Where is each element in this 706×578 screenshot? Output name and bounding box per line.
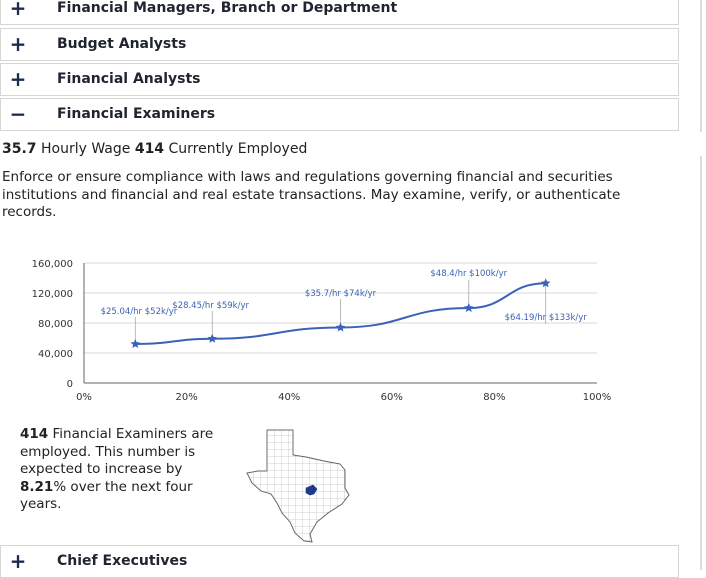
accordion-label: Financial Examiners (57, 106, 216, 122)
accordion-chief-executives[interactable]: + Chief Executives (0, 545, 679, 578)
accordion-financial-analysts[interactable]: + Financial Analysts (0, 63, 679, 96)
employed-value: 414 (134, 141, 165, 157)
y-tick-label: 120,000 (32, 289, 73, 300)
x-tick-label: 100% (583, 392, 612, 403)
panel-border (700, 156, 702, 570)
accordion-label: Financial Analysts (57, 71, 201, 87)
accordion-budget-analysts[interactable]: + Budget Analysts (0, 28, 679, 61)
texas-map (246, 429, 350, 543)
y-tick-label: 40,000 (38, 349, 73, 360)
expand-icon[interactable]: + (9, 32, 27, 56)
wage-employment-summary: 35.7 Hourly Wage 414 Currently Employed (2, 141, 307, 157)
employment-text: Financial Examiners are employed. This n… (20, 426, 214, 477)
accordion-label: Budget Analysts (57, 36, 187, 52)
data-point-star (540, 278, 551, 288)
x-tick-label: 80% (483, 392, 505, 403)
employment-count: 414 (20, 426, 49, 442)
panel-border (700, 0, 702, 132)
data-point-star (130, 339, 141, 349)
accordion-label: Financial Managers, Branch or Department (57, 0, 398, 16)
x-tick-label: 60% (381, 392, 403, 403)
collapse-icon[interactable]: − (9, 102, 27, 126)
expand-icon[interactable]: + (9, 549, 27, 573)
growth-percent: 8.21 (20, 478, 54, 495)
y-tick-label: 160,000 (32, 259, 73, 270)
county-grid (247, 430, 349, 542)
data-label: $25.04/hr $52k/yr (101, 307, 178, 317)
x-tick-label: 0% (76, 392, 92, 403)
data-label: $64.19/hr $133k/yr (505, 313, 588, 323)
accordion-financial-examiners[interactable]: − Financial Examiners (0, 98, 679, 131)
employed-label: Currently Employed (168, 141, 308, 157)
data-label: $35.7/hr $74k/yr (305, 289, 377, 299)
hourly-wage-value: 35.7 (2, 141, 37, 157)
expand-icon[interactable]: + (9, 0, 27, 20)
data-label: $48.4/hr $100k/yr (430, 269, 507, 279)
accordion-financial-managers[interactable]: + Financial Managers, Branch or Departme… (0, 0, 679, 25)
y-tick-label: 80,000 (38, 319, 73, 330)
hourly-wage-label: Hourly Wage (41, 141, 131, 157)
employment-text-end: % over the next four years. (20, 478, 193, 513)
highlighted-region (305, 484, 318, 496)
y-tick-label: 0 (67, 379, 73, 390)
wage-percentile-chart: 0 40,000 80,000 120,000 160,000 0% 20% 40% 60% 80… (32, 259, 612, 403)
occupation-description: Enforce or ensure compliance with laws a… (2, 169, 621, 220)
x-tick-label: 20% (175, 392, 197, 403)
accordion-label: Chief Executives (57, 553, 188, 569)
data-point-star (335, 322, 346, 332)
data-label: $28.45/hr $59k/yr (172, 301, 249, 311)
data-point-star (207, 333, 218, 343)
x-tick-label: 40% (278, 392, 300, 403)
expand-icon[interactable]: + (9, 67, 27, 91)
employment-outlook: 414 Financial Examiners are employed. Th… (20, 426, 230, 514)
data-point-star (463, 303, 474, 313)
